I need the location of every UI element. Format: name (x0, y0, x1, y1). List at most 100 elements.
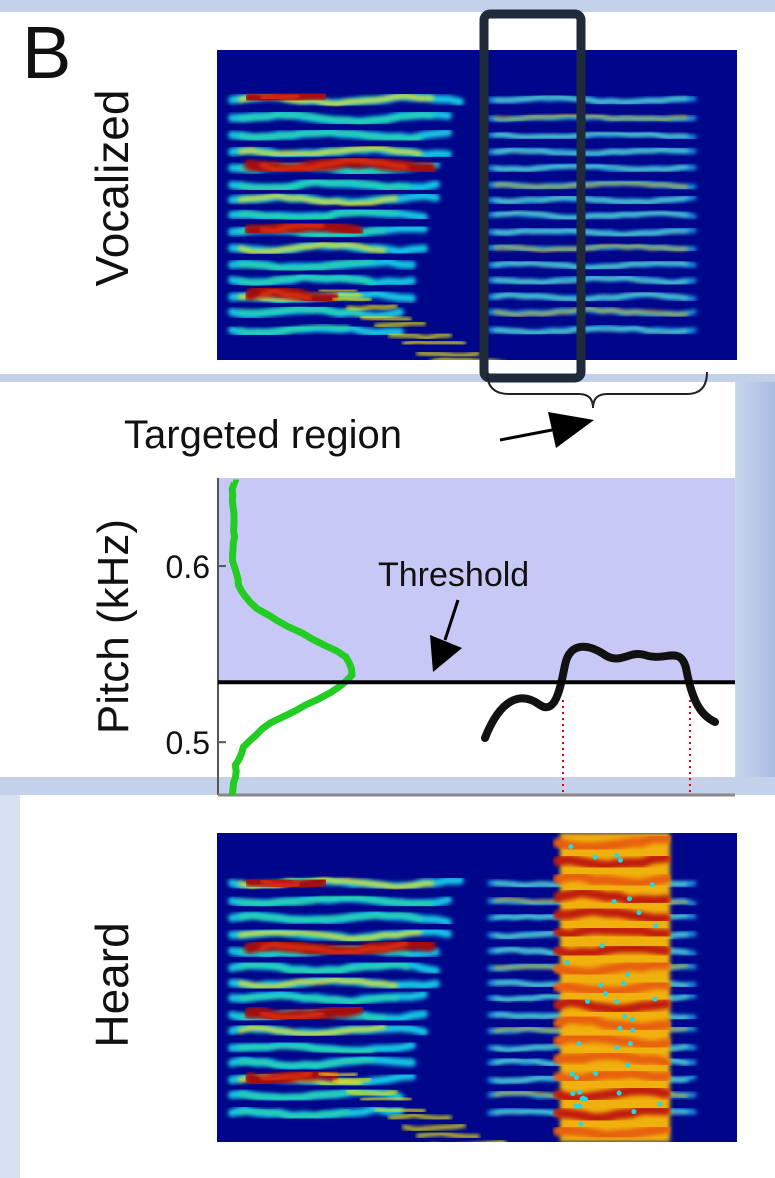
speck (614, 1044, 620, 1050)
speck (585, 998, 591, 1004)
harmonic (238, 193, 398, 207)
harmonic (238, 929, 422, 942)
speck (568, 844, 574, 850)
harmonic (493, 131, 689, 139)
harmonic (318, 288, 358, 294)
harmonic (431, 356, 496, 360)
y-tick-label: 0.5 (166, 725, 210, 761)
harmonic (553, 1123, 671, 1141)
brace (486, 371, 708, 409)
speck (574, 1075, 580, 1081)
y-axis-label: Pitch (kHz) (89, 519, 138, 734)
speck (578, 1121, 584, 1127)
pitch-distribution (228, 479, 356, 796)
speck (577, 1089, 583, 1095)
harmonic (238, 112, 434, 125)
speck (599, 943, 605, 949)
panel-edge (0, 795, 20, 1178)
harmonic (493, 95, 689, 104)
harmonic (493, 260, 689, 270)
speck (614, 999, 620, 1005)
harmonic (416, 351, 480, 358)
y-tick-label: 0.6 (166, 549, 210, 585)
arrow (499, 428, 553, 442)
harmonic (493, 275, 689, 285)
speck (625, 1062, 631, 1068)
harmonic (553, 1049, 671, 1069)
speck (657, 1101, 663, 1107)
arrow (443, 599, 460, 641)
speck (649, 882, 655, 888)
harmonic (346, 1089, 398, 1097)
speck (569, 1071, 575, 1077)
harmonic (402, 1123, 466, 1132)
speck (617, 1025, 623, 1031)
harmonic (238, 179, 410, 191)
harmonic (259, 878, 301, 889)
harmonic (402, 339, 466, 346)
harmonic (388, 332, 452, 341)
harmonic (259, 222, 325, 234)
speck (611, 899, 617, 905)
harmonic (553, 1085, 671, 1104)
speck (622, 1013, 628, 1019)
arrow-head (548, 412, 594, 448)
harmonic (332, 296, 372, 303)
harmonic (553, 833, 671, 853)
harmonic (553, 979, 671, 997)
speck (570, 1090, 576, 1096)
speck (617, 857, 623, 863)
harmonic (238, 241, 386, 254)
harmonic (238, 912, 422, 923)
harmonic (553, 996, 671, 1015)
harmonic (374, 320, 426, 328)
harmonic (259, 1010, 325, 1021)
arrow-head (430, 635, 462, 672)
harmonic (238, 1024, 386, 1037)
harmonic (493, 195, 689, 205)
speck (593, 1071, 599, 1077)
harmonic (238, 130, 422, 142)
harmonic (493, 164, 689, 172)
panel-label: B (22, 11, 71, 94)
harmonic (388, 1112, 452, 1121)
harmonic (238, 306, 362, 316)
harmonic (553, 887, 671, 907)
spectrogram (217, 833, 737, 1142)
harmonic (318, 1071, 358, 1078)
speck (631, 1109, 637, 1115)
harmonic (332, 1076, 372, 1084)
above-threshold (218, 478, 735, 683)
row-label: Vocalized (86, 90, 138, 287)
harmonic (259, 1070, 313, 1082)
annotation: Threshold (378, 556, 529, 594)
harmonic (360, 1096, 412, 1102)
harmonic (259, 288, 313, 301)
harmonic (493, 307, 689, 317)
harmonic (493, 210, 689, 220)
harmonic (553, 1104, 671, 1124)
harmonic (259, 92, 301, 101)
harmonic (238, 1044, 374, 1054)
harmonic (259, 940, 409, 956)
harmonic (259, 157, 409, 172)
speck (629, 1016, 635, 1022)
speck (625, 972, 631, 978)
spectrogram (217, 50, 737, 360)
harmonic (553, 1032, 671, 1051)
harmonic (238, 895, 434, 907)
harmonic (416, 1131, 480, 1139)
harmonic (493, 326, 689, 335)
harmonic (238, 259, 374, 272)
speck (573, 1103, 579, 1109)
speck (614, 852, 620, 858)
speck (652, 996, 658, 1002)
harmonic (553, 959, 671, 978)
speck (653, 923, 659, 929)
speck (630, 1027, 636, 1033)
harmonic (360, 315, 412, 322)
pitch-contour (481, 642, 719, 742)
harmonic (493, 148, 689, 156)
speck (577, 1103, 583, 1109)
